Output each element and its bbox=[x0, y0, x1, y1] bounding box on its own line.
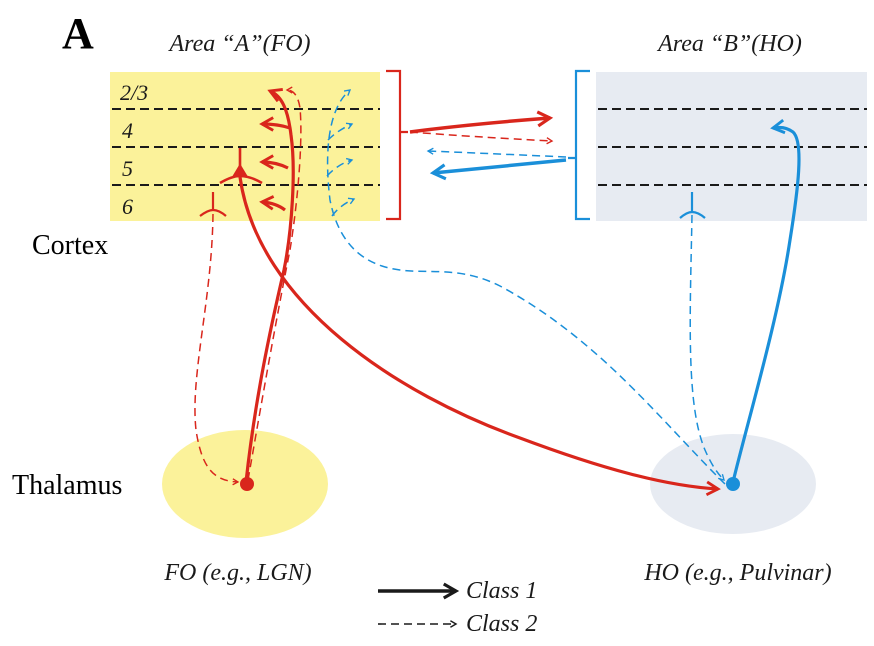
l6-neuron-basal bbox=[199, 208, 227, 217]
layer-label-4: 4 bbox=[122, 118, 133, 143]
ho-class2-branch-l5 bbox=[326, 157, 354, 177]
area-a-bracket bbox=[386, 69, 408, 221]
fo-class1-projection bbox=[244, 87, 295, 483]
l6-pyramidal-neuron bbox=[199, 192, 227, 217]
ho-class2-to-area-a bbox=[326, 89, 726, 485]
l6-corticothalamic-class2 bbox=[194, 213, 240, 486]
fo-class2-projection bbox=[247, 86, 302, 481]
fb-class2-arrow bbox=[426, 147, 567, 158]
layer-labels: 2/3 4 5 6 bbox=[120, 80, 148, 219]
legend: Class 1 Class 2 bbox=[378, 578, 537, 637]
fo-class1-branch-l5 bbox=[259, 154, 289, 170]
layer-label-6: 6 bbox=[122, 194, 133, 219]
ff-class1-arrow bbox=[409, 110, 554, 134]
l5-pyramidal-neuron bbox=[219, 148, 263, 185]
ho-class2-branch-l6 bbox=[331, 197, 356, 217]
area-b-l6-neuron-basal bbox=[679, 210, 706, 219]
area-b-bracket bbox=[568, 69, 590, 221]
fo-class1-branch-l4 bbox=[259, 116, 291, 132]
panel-label: A bbox=[62, 9, 94, 58]
ho-relay-cell bbox=[726, 477, 740, 491]
fo-nucleus-label: FO (e.g., LGN) bbox=[163, 560, 311, 586]
l5-neuron-body bbox=[231, 163, 249, 178]
area-b-title: Area “B”(HO) bbox=[656, 31, 802, 57]
thalamus-label: Thalamus bbox=[12, 470, 122, 501]
area-b-l6-neuron bbox=[679, 192, 706, 219]
legend-class1-label: Class 1 bbox=[466, 578, 537, 604]
area-b-l6-class2 bbox=[689, 214, 725, 481]
ho-nucleus-label: HO (e.g., Pulvinar) bbox=[643, 560, 831, 586]
l5-to-ho-class1 bbox=[238, 176, 721, 497]
area-a-title: Area “A”(FO) bbox=[167, 31, 310, 57]
fo-class1-trunk bbox=[244, 87, 295, 483]
layer-label-5: 5 bbox=[122, 156, 133, 181]
fo-class1-branch-l6 bbox=[259, 195, 286, 212]
legend-class2-label: Class 2 bbox=[466, 611, 537, 637]
layer-boundaries bbox=[112, 108, 867, 186]
ho-class1-to-area-b bbox=[731, 118, 801, 483]
ff-class2-arrow bbox=[409, 131, 554, 145]
fo-relay-cell bbox=[240, 477, 254, 491]
fb-class1-arrow bbox=[429, 158, 567, 181]
layer-label-2-3: 2/3 bbox=[120, 80, 148, 105]
cortex-label: Cortex bbox=[32, 230, 108, 261]
ho-class2-branch-l4 bbox=[327, 122, 354, 141]
